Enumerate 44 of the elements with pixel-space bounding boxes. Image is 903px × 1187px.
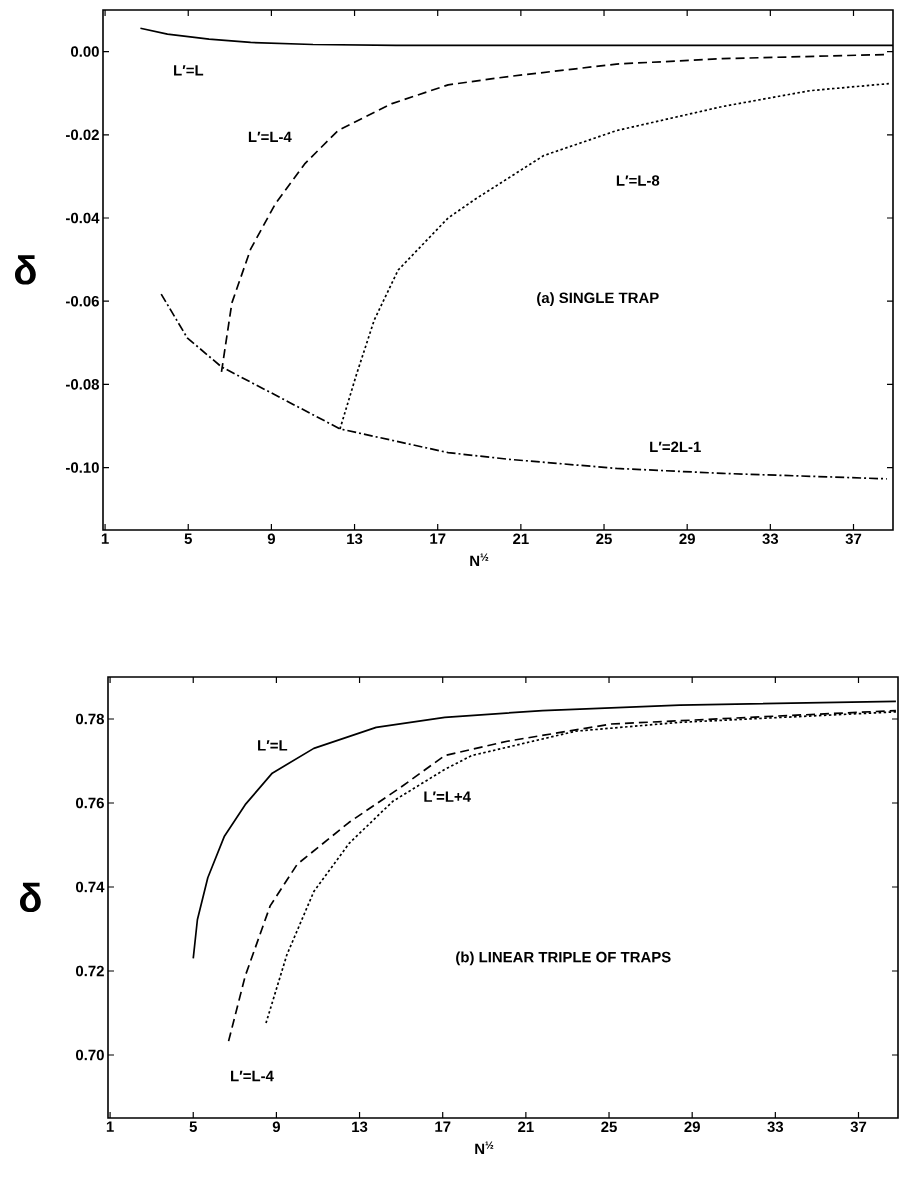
series-label: L′=L+4: [424, 791, 471, 802]
x-tick-label: 17: [430, 533, 446, 544]
x-tick-label: 33: [767, 1121, 784, 1133]
y-tick-label: 0.78: [75, 713, 105, 725]
text: L′=L-8: [616, 175, 660, 186]
x-tick-label: 25: [596, 533, 612, 545]
series-label: L′=L: [174, 65, 204, 76]
y-tick-label: -0.06: [66, 295, 99, 307]
series-label: L′=L-4: [231, 1070, 274, 1082]
y-tick-label: 0.00: [70, 46, 99, 57]
text: (b) LINEAR TRIPLE OF TRAPS: [456, 951, 671, 966]
x-tick-label: 5: [189, 1121, 197, 1132]
series-label: L′=L-4: [248, 131, 292, 143]
x-tick-label: 13: [352, 1121, 368, 1133]
x-tick-label: 21: [518, 1121, 534, 1132]
x-axis-title: N$^{½}$: [470, 553, 489, 566]
y-tick-label: 0.70: [75, 1049, 104, 1061]
y-tick-label: 0.76: [75, 797, 104, 809]
x-tick-label: 9: [267, 533, 275, 545]
y-axis-title: δ: [14, 255, 36, 285]
y-tick-label: 0.72: [75, 965, 104, 977]
x-tick-label: 5: [184, 533, 192, 544]
series-label: L′=2L-1: [650, 441, 701, 452]
y-tick-label: -0.08: [66, 379, 100, 390]
y-tick-label: 0.74: [75, 881, 105, 893]
y-tick-label: -0.02: [66, 129, 99, 141]
x-tick-label: 37: [845, 533, 862, 545]
x-tick-label: 33: [762, 533, 779, 545]
x-tick-label: 1: [101, 533, 109, 544]
x-tick-label: 9: [272, 1121, 280, 1133]
x-tick-label: 1: [106, 1121, 114, 1132]
y-tick-label: -0.04: [66, 212, 100, 224]
x-tick-label: 37: [850, 1121, 867, 1133]
y-axis-title: δ: [19, 882, 41, 913]
x-tick-label: 17: [435, 1121, 451, 1132]
series-label: L′=L: [258, 740, 288, 751]
text: (a) SINGLE TRAP: [537, 292, 659, 307]
y-tick-label: -0.10: [66, 462, 99, 473]
x-tick-label: 29: [679, 533, 695, 545]
x-tick-label: 21: [513, 533, 529, 544]
x-tick-label: 25: [601, 1121, 617, 1133]
x-tick-label: 13: [347, 533, 363, 545]
x-tick-label: 29: [684, 1121, 700, 1133]
x-axis-title: N$^{½}$: [475, 1141, 494, 1154]
